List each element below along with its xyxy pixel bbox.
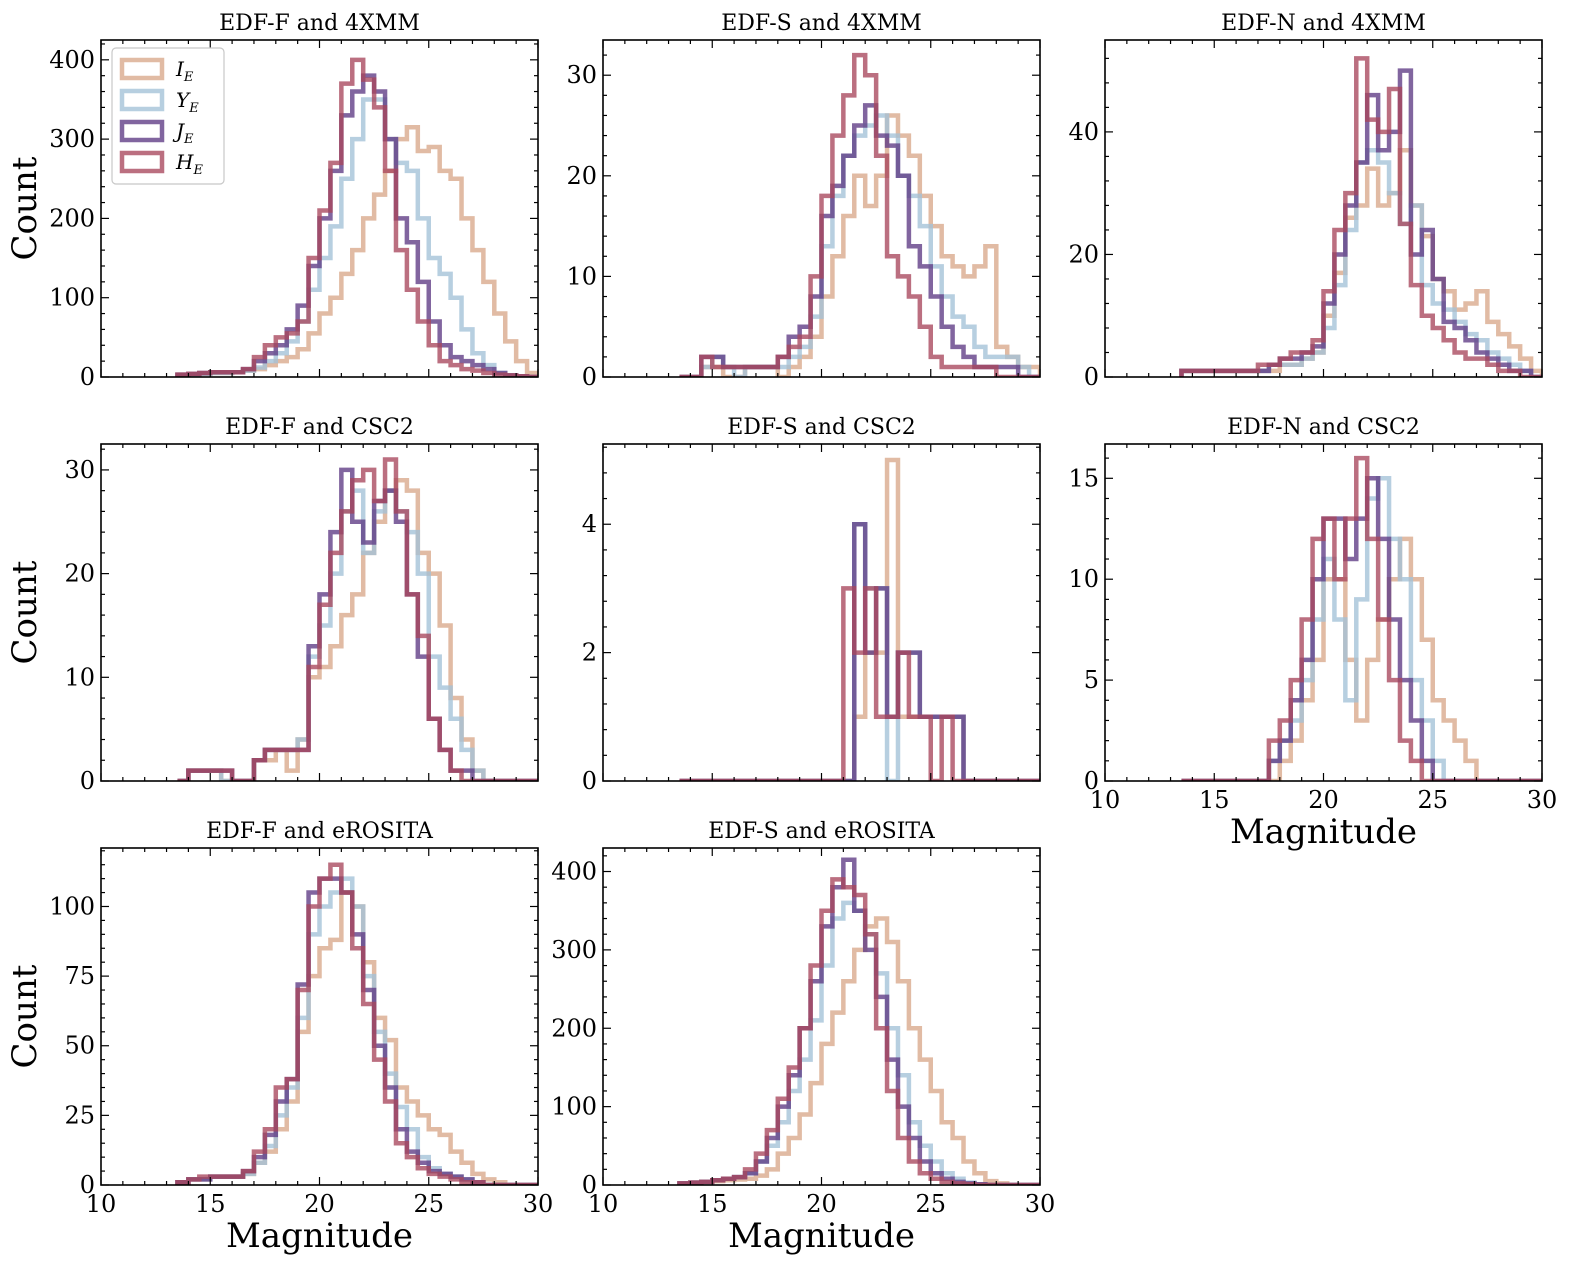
y-tick-label: 0 — [1084, 767, 1099, 795]
panel-4: EDF-F and CSC2 0 10 20 30 Count — [5, 415, 539, 795]
y-tick-label: 0 — [582, 1171, 597, 1199]
x-tick-label: 10 — [1090, 786, 1121, 814]
panel-2: EDF-S and 4XMM 0 10 20 30 — [566, 11, 1041, 391]
x-tick-label: 15 — [195, 1190, 226, 1218]
y-axis-label: Count — [5, 964, 45, 1068]
y-tick-label: 75 — [64, 962, 95, 990]
y-axis-label: Count — [5, 560, 45, 664]
series-i-e — [1181, 536, 1542, 781]
x-tick-label: 20 — [304, 1190, 335, 1218]
y-tick-label: 2 — [582, 639, 597, 667]
panel-title: EDF-F and CSC2 — [225, 415, 414, 440]
x-axis-label: Magnitude — [1230, 812, 1417, 852]
series-h-e — [1179, 56, 1542, 377]
y-tick-label: 20 — [566, 162, 597, 190]
panel-title: EDF-F and 4XMM — [219, 11, 420, 36]
x-tick-label: 25 — [1417, 786, 1448, 814]
panel-title: EDF-S and eROSITA — [708, 819, 936, 844]
x-axis-label: Magnitude — [728, 1216, 915, 1256]
y-tick-label: 200 — [551, 1014, 597, 1042]
y-tick-label: 200 — [49, 204, 95, 232]
series-h-e — [677, 877, 1040, 1185]
legend-label-h: HE — [175, 150, 203, 178]
y-tick-label: 0 — [582, 363, 597, 391]
panel-3: EDF-N and 4XMM 0 20 40 — [1068, 11, 1543, 391]
legend-label-j: JE — [172, 119, 194, 147]
axes-frame — [602, 443, 1041, 782]
y-tick-label: 30 — [64, 456, 95, 484]
y-tick-label: 400 — [49, 46, 95, 74]
y-tick-label: 4 — [582, 510, 597, 538]
panel-title: EDF-S and 4XMM — [721, 11, 922, 36]
y-tick-label: 30 — [566, 61, 597, 89]
y-tick-label: 300 — [551, 936, 597, 964]
legend-swatch-i — [119, 57, 165, 81]
y-tick-label: 20 — [64, 560, 95, 588]
y-tick-label: 100 — [49, 892, 95, 920]
y-tick-label: 100 — [551, 1093, 597, 1121]
x-tick-label: 30 — [523, 1190, 554, 1218]
series-h-e — [1181, 455, 1542, 781]
y-tick-label: 25 — [64, 1101, 95, 1129]
legend-label-i: IE — [175, 57, 194, 85]
series-h-e — [679, 52, 1040, 377]
y-tick-label: 5 — [1084, 666, 1099, 694]
y-tick-label: 0 — [582, 767, 597, 795]
x-tick-label: 20 — [806, 1190, 837, 1218]
series-y-e — [175, 876, 538, 1185]
y-tick-label: 0 — [80, 1171, 95, 1199]
y-tick-label: 300 — [49, 125, 95, 153]
y-tick-label: 0 — [80, 767, 95, 795]
series-i-e — [175, 124, 538, 377]
series-h-e — [175, 57, 538, 377]
legend-label-y: YE — [176, 88, 199, 116]
legend: IE YE JE HE — [111, 47, 225, 185]
y-tick-label: 40 — [1068, 118, 1099, 146]
series-i-e — [677, 916, 1040, 1185]
panel-title: EDF-N and 4XMM — [1221, 11, 1426, 36]
y-tick-label: 400 — [551, 858, 597, 886]
y-tick-label: 50 — [64, 1032, 95, 1060]
x-tick-label: 15 — [697, 1190, 728, 1218]
legend-swatch-h — [119, 150, 165, 174]
panel-title: EDF-F and eROSITA — [206, 819, 434, 844]
panel-1: EDF-F and 4XMM 0 100 200 300 400 Count IE YE JE HE — [5, 11, 539, 391]
panel-5: EDF-S and CSC2 0 2 4 — [582, 415, 1041, 795]
series-h-e — [175, 862, 538, 1185]
x-tick-label: 30 — [1025, 1190, 1056, 1218]
y-tick-label: 10 — [566, 262, 597, 290]
panel-7: EDF-F and eROSITA 10 15 20 25 30 0 25 50 75 100 Cou… — [5, 819, 553, 1256]
x-tick-label: 15 — [1199, 786, 1230, 814]
x-tick-label: 10 — [588, 1190, 619, 1218]
legend-swatch-y — [119, 88, 165, 112]
y-tick-label: 100 — [49, 284, 95, 312]
x-tick-label: 10 — [86, 1190, 117, 1218]
series-h-e — [177, 457, 538, 781]
legend-swatch-j — [119, 119, 165, 143]
y-tick-label: 15 — [1068, 464, 1099, 492]
x-tick-label: 25 — [413, 1190, 444, 1218]
series-i-e — [1179, 148, 1542, 377]
panel-title: EDF-N and CSC2 — [1227, 415, 1420, 440]
y-tick-label: 0 — [80, 363, 95, 391]
series-h-e — [679, 586, 1040, 781]
y-axis-label: Count — [5, 156, 45, 260]
x-axis-label: Magnitude — [226, 1216, 413, 1256]
series-i-e — [679, 113, 1040, 377]
x-tick-label: 30 — [1527, 786, 1558, 814]
x-tick-label: 25 — [915, 1190, 946, 1218]
y-tick-label: 10 — [1068, 565, 1099, 593]
y-tick-label: 20 — [1068, 240, 1099, 268]
y-tick-label: 10 — [64, 663, 95, 691]
y-tick-label: 0 — [1084, 363, 1099, 391]
panel-title: EDF-S and CSC2 — [727, 415, 916, 440]
x-tick-label: 20 — [1308, 786, 1339, 814]
